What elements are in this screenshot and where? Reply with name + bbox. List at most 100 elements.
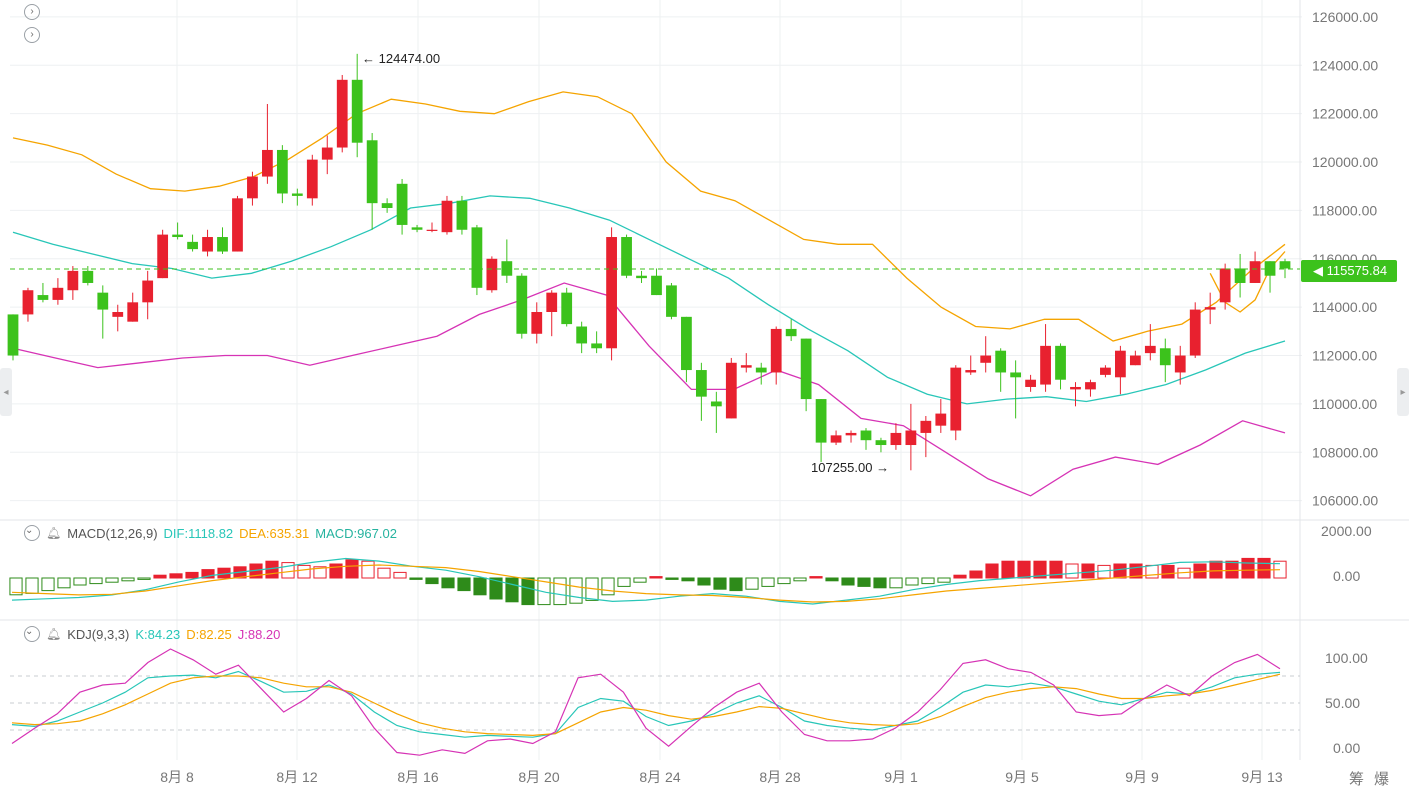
y-tick-label: 108000.00 <box>1312 444 1378 460</box>
kdj-legend: ⌄ 🔔︎ KDJ(9,3,3) K:84.23 D:82.25 J:88.20 <box>24 626 280 642</box>
candle <box>306 159 318 199</box>
macd-bar <box>425 577 439 585</box>
candle <box>426 229 438 231</box>
lower-band-line <box>12 282 1286 497</box>
candle <box>1025 379 1036 387</box>
candle <box>321 147 333 160</box>
macd-bar <box>1049 560 1063 579</box>
macd-bar <box>617 577 631 587</box>
macd-bar <box>169 573 183 579</box>
y-tick-label: 122000.00 <box>1312 106 1378 122</box>
candle <box>486 258 498 291</box>
d-value: D:82.25 <box>186 626 232 642</box>
macd-bar <box>697 577 711 586</box>
y-tick-label: 126000.00 <box>1312 9 1378 25</box>
macd-bar <box>745 577 759 590</box>
macd-bar <box>857 577 871 587</box>
dif-value: DIF:1118.82 <box>163 525 234 541</box>
macd-bar <box>457 577 471 592</box>
macd-bar <box>1017 560 1031 579</box>
candle <box>950 367 962 431</box>
macd-bar <box>345 559 359 579</box>
collapse-icon[interactable]: ⌄ <box>24 626 40 642</box>
x-tick-label: 9月 13 <box>1241 769 1282 785</box>
candle <box>636 275 647 279</box>
high-price-label: ← 124474.00 <box>362 51 441 66</box>
candle <box>845 432 857 436</box>
candle <box>22 290 34 315</box>
macd-bar <box>265 560 279 579</box>
candle <box>291 193 303 196</box>
macd-bar <box>1257 557 1271 579</box>
macd-y-tick: 0.00 <box>1333 568 1360 584</box>
macd-bar <box>105 577 119 583</box>
macd-bar <box>793 577 807 582</box>
candle <box>1159 348 1171 366</box>
candle <box>875 440 887 446</box>
macd-bar <box>489 577 503 600</box>
y-tick-label: 118000.00 <box>1312 202 1377 218</box>
candle <box>695 370 707 397</box>
dif-line <box>11 557 1281 605</box>
y-tick-label: 110000.00 <box>1312 396 1377 412</box>
dea-line <box>11 564 1281 603</box>
candle <box>67 270 79 291</box>
expand-icon[interactable]: › <box>24 27 40 43</box>
macd-bar <box>441 577 455 589</box>
macd-bar <box>1145 564 1159 579</box>
x-tick-label: 9月 9 <box>1125 769 1159 785</box>
candle <box>1115 350 1126 378</box>
middle-band-line <box>12 195 1286 405</box>
candle <box>276 149 288 194</box>
macd-bar <box>921 577 935 585</box>
candle <box>1100 367 1111 375</box>
liquidation-icon[interactable]: 爆 <box>1374 771 1390 788</box>
candle <box>1144 345 1156 354</box>
bell-icon[interactable]: 🔔︎ <box>46 627 62 641</box>
candle <box>82 270 94 283</box>
candle <box>202 237 213 252</box>
macd-bar <box>873 577 887 589</box>
candle <box>1264 261 1276 276</box>
candle <box>501 261 513 276</box>
candle <box>52 287 64 300</box>
candle <box>860 430 872 441</box>
macd-bar <box>777 577 791 585</box>
candle <box>1249 261 1261 283</box>
macd-bar <box>761 577 775 587</box>
candle <box>37 295 49 300</box>
left-panel-handle[interactable]: ◂ <box>0 368 12 416</box>
macd-bar <box>201 569 215 579</box>
macd-bar <box>473 577 487 596</box>
candle <box>441 200 453 233</box>
macd-y-tick: 2000.00 <box>1321 523 1372 539</box>
macd-bar <box>889 577 903 589</box>
j-value: J:88.20 <box>237 626 281 642</box>
macd-bar <box>329 563 343 579</box>
macd-bar <box>297 564 311 579</box>
x-tick-label: 8月 24 <box>639 769 680 785</box>
x-tick-label: 8月 16 <box>397 769 438 785</box>
macd-bar <box>649 576 663 579</box>
candle <box>411 227 423 230</box>
macd-bar <box>729 577 743 592</box>
candle <box>1189 309 1201 356</box>
candle <box>262 149 273 177</box>
candle <box>232 198 243 252</box>
bell-icon[interactable]: 🔔︎ <box>46 526 62 540</box>
kdj-y-tick: 100.00 <box>1325 650 1368 666</box>
candle <box>965 370 977 373</box>
candle <box>561 292 573 325</box>
expand-icon[interactable]: › <box>24 4 40 20</box>
candle <box>890 432 902 446</box>
candle <box>935 413 947 426</box>
candle <box>621 237 632 276</box>
candle <box>1174 355 1186 373</box>
collapse-icon[interactable]: ⌄ <box>24 525 40 541</box>
macd-bar <box>281 562 295 579</box>
right-panel-handle[interactable]: ▸ <box>1397 368 1409 416</box>
macd-bar <box>57 577 71 589</box>
chip-icon[interactable]: 筹 <box>1349 771 1365 788</box>
